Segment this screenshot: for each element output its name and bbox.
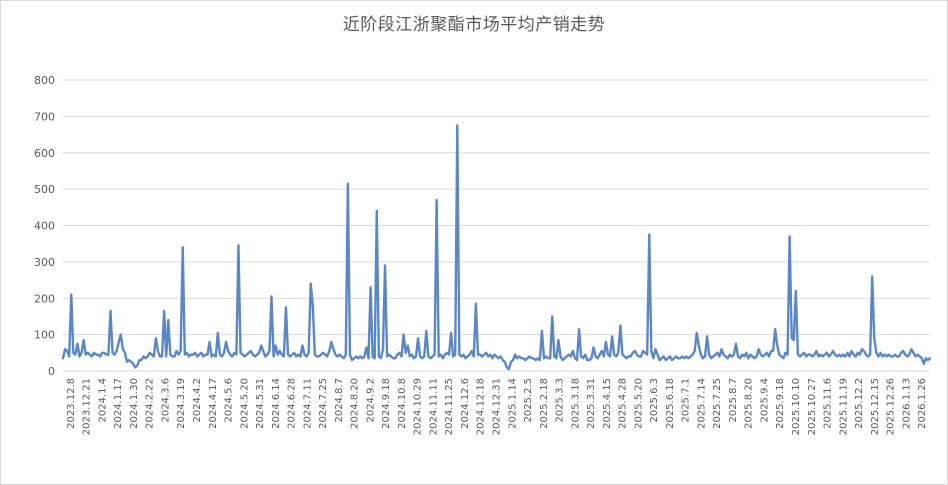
y-tick-label: 300 bbox=[34, 256, 55, 269]
x-tick-label: 2024.10.8 bbox=[397, 378, 408, 429]
x-tick-label: 2024.7.25 bbox=[318, 378, 329, 429]
x-tick-label: 2025.6.3 bbox=[649, 378, 660, 423]
x-tick-label: 2025.9.4 bbox=[759, 378, 770, 423]
x-tick-label: 2024.12.31 bbox=[492, 378, 503, 435]
x-tick-label: 2024.3.6 bbox=[160, 378, 171, 423]
x-tick-label: 2024.9.2 bbox=[365, 378, 376, 423]
x-tick-label: 2024.1.17 bbox=[113, 378, 124, 429]
y-tick-label: 200 bbox=[34, 292, 55, 305]
y-tick-label: 800 bbox=[34, 74, 55, 87]
x-tick-label: 2025.7.25 bbox=[712, 378, 723, 429]
x-tick-label: 2024.1.30 bbox=[129, 378, 140, 429]
x-tick-label: 2025.8.20 bbox=[744, 378, 755, 429]
x-tick-label: 2025.11.19 bbox=[838, 378, 849, 435]
y-tick-label: 700 bbox=[34, 110, 55, 123]
x-tick-label: 2025.4.15 bbox=[602, 378, 613, 429]
x-tick-label: 2023.12.8 bbox=[66, 378, 77, 429]
x-tick-label: 2025.2.5 bbox=[523, 378, 534, 423]
x-tick-label: 2025.2.18 bbox=[539, 378, 550, 429]
grid-lines bbox=[63, 79, 930, 372]
x-axis-ticks: 2023.12.8 2023.12.21 2024.1.4 2024.1.17 2024… bbox=[66, 378, 928, 435]
y-tick-label: 500 bbox=[34, 183, 55, 196]
x-tick-label: 2024.1.4 bbox=[97, 378, 108, 423]
x-tick-label: 2024.10.29 bbox=[413, 378, 424, 435]
x-tick-label: 2025.1.14 bbox=[507, 378, 518, 429]
x-tick-label: 2025.8.7 bbox=[728, 378, 739, 423]
x-tick-label: 2024.11.25 bbox=[444, 378, 455, 435]
x-tick-label: 2024.5.31 bbox=[255, 378, 266, 429]
x-tick-label: 2025.7.14 bbox=[696, 378, 707, 429]
x-tick-label: 2025.12.15 bbox=[870, 378, 881, 435]
x-tick-label: 2024.7.11 bbox=[302, 378, 313, 429]
x-tick-label: 2024.12.6 bbox=[460, 378, 471, 429]
x-tick-label: 2024.5.6 bbox=[224, 378, 235, 423]
x-tick-label: 2024.12.18 bbox=[476, 378, 487, 435]
y-tick-label: 400 bbox=[34, 220, 55, 233]
series-layer bbox=[61, 124, 932, 371]
x-tick-label: 2026.1.13 bbox=[901, 378, 912, 429]
x-tick-label: 2025.10.27 bbox=[807, 378, 818, 435]
x-tick-label: 2025.4.28 bbox=[618, 378, 629, 429]
y-tick-label: 0 bbox=[48, 365, 55, 378]
x-tick-label: 2025.9.18 bbox=[775, 378, 786, 429]
x-tick-label: 2024.6.14 bbox=[271, 378, 282, 429]
x-tick-label: 2025.12.2 bbox=[854, 378, 865, 429]
series-line bbox=[61, 124, 932, 371]
x-tick-label: 2025.12.26 bbox=[886, 378, 897, 435]
x-tick-label: 2024.4.2 bbox=[192, 378, 203, 423]
x-tick-label: 2024.2.22 bbox=[145, 378, 156, 429]
x-tick-label: 2024.3.19 bbox=[176, 378, 187, 429]
x-tick-label: 2024.11.11 bbox=[428, 378, 439, 435]
x-tick-label: 2024.4.17 bbox=[208, 378, 219, 429]
x-tick-label: 2025.10.10 bbox=[791, 378, 802, 435]
x-tick-label: 2025.5.20 bbox=[633, 378, 644, 429]
y-tick-label: 100 bbox=[34, 329, 55, 342]
x-tick-label: 2023.12.21 bbox=[82, 378, 93, 435]
x-tick-label: 2024.8.20 bbox=[350, 378, 361, 429]
x-tick-label: 2025.11.6 bbox=[823, 378, 834, 429]
x-tick-label: 2025.3.3 bbox=[555, 378, 566, 423]
x-tick-label: 2025.6.18 bbox=[665, 378, 676, 429]
x-tick-label: 2024.6.28 bbox=[287, 378, 298, 429]
x-tick-label: 2024.8.7 bbox=[334, 378, 345, 423]
x-tick-label: 2025.3.18 bbox=[570, 378, 581, 429]
x-tick-label: 2025.3.31 bbox=[586, 378, 597, 429]
chart-title: 近阶段江浙聚酯市场平均产销走势 bbox=[342, 15, 606, 35]
x-tick-label: 2026.1.26 bbox=[917, 378, 928, 429]
y-axis-ticks: 0 100 200 300 400 500 600 700 800 bbox=[34, 74, 55, 378]
x-tick-label: 2024.9.18 bbox=[381, 378, 392, 429]
x-tick-label: 2025.7.1 bbox=[681, 378, 692, 423]
x-tick-label: 2024.5.20 bbox=[239, 378, 250, 429]
y-tick-label: 600 bbox=[34, 147, 55, 160]
